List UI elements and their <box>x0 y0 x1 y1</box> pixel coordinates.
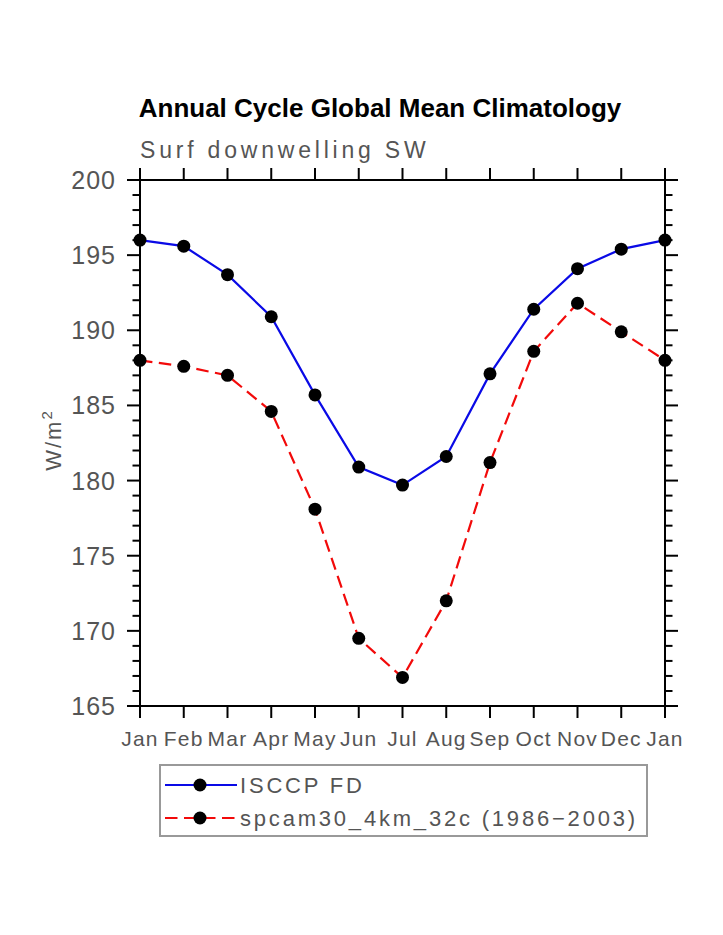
chart-page: Annual Cycle Global Mean Climatology Sur… <box>0 0 723 935</box>
data-point-marker <box>527 303 540 316</box>
y-tick-label: 185 <box>71 391 116 419</box>
data-point-marker <box>177 360 190 373</box>
data-point-marker <box>484 456 497 469</box>
axes <box>127 168 678 718</box>
data-point-marker <box>659 234 672 247</box>
x-tick-label: Mar <box>208 727 248 750</box>
x-tick-label: Jul <box>387 727 417 750</box>
data-point-marker <box>134 234 147 247</box>
data-point-marker <box>177 240 190 253</box>
x-tick-label: Aug <box>426 727 467 750</box>
x-tick-label: Jan <box>646 727 683 750</box>
data-point-marker <box>527 345 540 358</box>
data-point-marker <box>352 632 365 645</box>
data-point-marker <box>134 354 147 367</box>
legend-label-spcam: spcam30_4km_32c (1986−2003) <box>240 806 638 831</box>
data-point-marker <box>484 367 497 380</box>
x-tick-label: Dec <box>601 727 642 750</box>
data-point-marker <box>659 354 672 367</box>
y-tick-label: 200 <box>71 166 116 194</box>
data-point-marker <box>615 243 628 256</box>
x-tick-label: Oct <box>516 727 552 750</box>
data-point-marker <box>440 450 453 463</box>
data-point-marker <box>396 479 409 492</box>
x-tick-label: Feb <box>164 727 204 750</box>
y-tick-labels: 165 170 175 180 185 190 195 200 <box>71 166 116 720</box>
x-tick-label: Jun <box>340 727 377 750</box>
y-tick-label: 175 <box>71 542 116 570</box>
data-point-marker <box>615 325 628 338</box>
legend: ISCCP FD spcam30_4km_32c (1986−2003) <box>160 765 647 836</box>
data-point-marker <box>396 671 409 684</box>
series-layer <box>134 234 672 684</box>
legend-marker-spcam <box>194 812 207 825</box>
legend-label-isccp: ISCCP FD <box>240 773 365 798</box>
y-tick-label: 180 <box>71 467 116 495</box>
data-point-marker <box>221 268 234 281</box>
data-point-marker <box>440 594 453 607</box>
x-tick-label: Sep <box>470 727 511 750</box>
series-line-0 <box>140 240 665 485</box>
data-point-marker <box>309 503 322 516</box>
data-point-marker <box>221 369 234 382</box>
data-point-marker <box>265 310 278 323</box>
chart-subtitle: Surf downwelling SW <box>140 137 430 163</box>
x-tick-labels: JanFebMarAprMayJunJulAugSepOctNovDecJan <box>121 727 683 750</box>
x-tick-label: Nov <box>557 727 598 750</box>
y-tick-label: 190 <box>71 316 116 344</box>
chart-title: Annual Cycle Global Mean Climatology <box>139 93 622 123</box>
chart-canvas: Annual Cycle Global Mean Climatology Sur… <box>0 0 723 935</box>
y-tick-label: 165 <box>71 692 116 720</box>
data-point-marker <box>352 461 365 474</box>
data-point-marker <box>265 405 278 418</box>
legend-marker-isccp <box>194 779 207 792</box>
data-point-marker <box>571 297 584 310</box>
y-tick-label: 170 <box>71 617 116 645</box>
data-point-marker <box>571 262 584 275</box>
x-tick-label: Apr <box>253 727 289 750</box>
x-tick-label: May <box>293 727 336 750</box>
y-tick-label: 195 <box>71 241 116 269</box>
x-tick-label: Jan <box>121 727 158 750</box>
y-axis-label: W/m2 <box>38 409 66 471</box>
data-point-marker <box>309 388 322 401</box>
